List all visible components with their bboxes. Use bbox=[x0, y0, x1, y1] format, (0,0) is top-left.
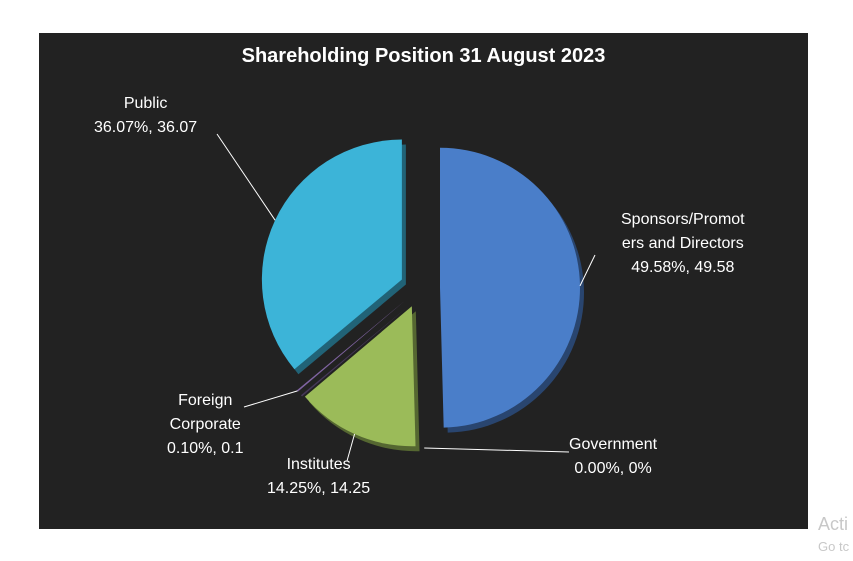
data-label-institutes: Institutes 14.25%, 14.25 bbox=[267, 453, 370, 501]
label-value: 14.25%, 14.25 bbox=[267, 480, 371, 497]
label-name: Institutes bbox=[286, 456, 351, 473]
activation-watermark-line2: Go tc bbox=[818, 539, 850, 554]
pie-chart bbox=[216, 133, 596, 462]
label-value: 0.00%, 0% bbox=[574, 460, 652, 477]
leader-line-foreign-corporate bbox=[243, 390, 298, 408]
data-label-government: Government 0.00%, 0% bbox=[569, 433, 657, 481]
pie-slice-public bbox=[261, 139, 402, 370]
pie-slice-institutes bbox=[304, 306, 416, 447]
data-label-public: Public 36.07%, 36.07 bbox=[94, 92, 197, 140]
chart-title: Shareholding Position 31 August 2023 bbox=[241, 45, 606, 67]
pie-slice-sponsors bbox=[439, 147, 580, 428]
label-value: 49.58%, 49.58 bbox=[631, 259, 735, 276]
label-name: Public bbox=[123, 95, 168, 112]
label-name: Government bbox=[569, 436, 658, 453]
label-name-line1: Sponsors/Promot bbox=[621, 211, 745, 228]
chart-panel: Shareholding Position 31 August 2023 Spo… bbox=[39, 33, 808, 529]
data-label-sponsors: Sponsors/Promot ers and Directors 49.58%… bbox=[621, 208, 745, 280]
label-value: 0.10%, 0.1 bbox=[167, 440, 244, 457]
leader-line-institutes bbox=[346, 433, 356, 462]
leader-line-public bbox=[216, 133, 276, 221]
leader-line-sponsors bbox=[579, 254, 596, 287]
label-name-line2: Corporate bbox=[169, 416, 241, 433]
label-value: 36.07%, 36.07 bbox=[94, 119, 198, 136]
leader-line-government bbox=[424, 447, 570, 453]
pie-slice-depth-foreign-corporate bbox=[300, 305, 409, 397]
data-label-foreign-corporate: Foreign Corporate 0.10%, 0.1 bbox=[167, 389, 244, 461]
label-name-line2: ers and Directors bbox=[621, 235, 744, 252]
activation-watermark-line1: Acti bbox=[818, 514, 849, 534]
pie-slice-foreign-corporate bbox=[296, 300, 405, 392]
label-name-line1: Foreign bbox=[178, 392, 233, 409]
